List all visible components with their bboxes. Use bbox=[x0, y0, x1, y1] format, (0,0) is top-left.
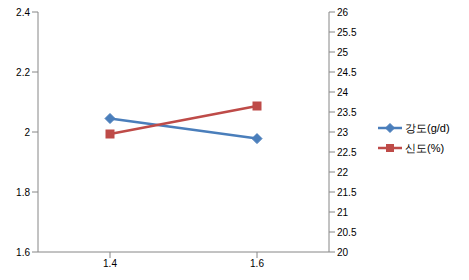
svg-text:25.5: 25.5 bbox=[337, 27, 357, 38]
svg-text:1.6: 1.6 bbox=[250, 258, 264, 269]
svg-text:2.4: 2.4 bbox=[16, 7, 30, 18]
svg-text:21.5: 21.5 bbox=[337, 187, 357, 198]
svg-text:26: 26 bbox=[337, 7, 349, 18]
svg-text:21: 21 bbox=[337, 207, 349, 218]
html-text:신도(%): 신도(%) bbox=[405, 142, 445, 154]
svg-text:2: 2 bbox=[24, 127, 30, 138]
html-text:강도(g/d): 강도(g/d) bbox=[405, 122, 450, 134]
svg-text:20.5: 20.5 bbox=[337, 227, 357, 238]
svg-text:1.4: 1.4 bbox=[103, 258, 117, 269]
svg-text:24: 24 bbox=[337, 87, 349, 98]
svg-text:2.2: 2.2 bbox=[16, 67, 30, 78]
svg-text:23: 23 bbox=[337, 127, 349, 138]
svg-text:22: 22 bbox=[337, 167, 349, 178]
svg-text:22.5: 22.5 bbox=[337, 147, 357, 158]
svg-text:1.6: 1.6 bbox=[16, 247, 30, 258]
svg-text:1.8: 1.8 bbox=[16, 187, 30, 198]
svg-text:23.5: 23.5 bbox=[337, 107, 357, 118]
svg-text:24.5: 24.5 bbox=[337, 67, 357, 78]
svg-text:20: 20 bbox=[337, 247, 349, 258]
svg-text:25: 25 bbox=[337, 47, 349, 58]
